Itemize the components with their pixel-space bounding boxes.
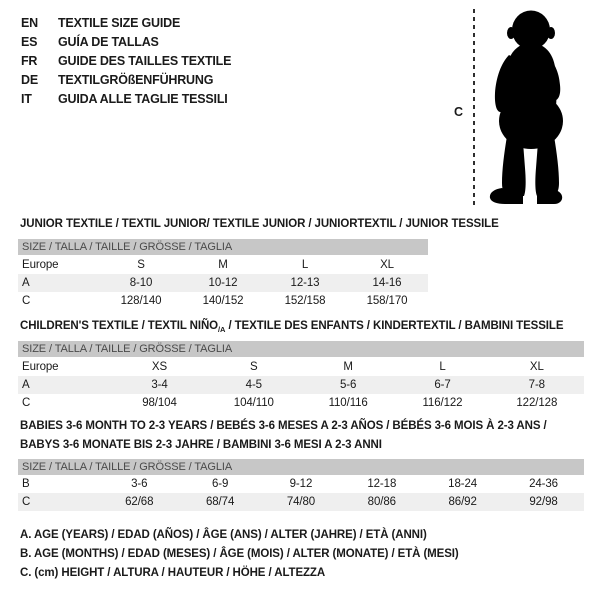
size-header-row: SIZE / TALLA / TAILLE / GRÖSSE / TAGLIA [18,459,584,475]
row-label-cell: C [18,493,99,511]
children-size-table: SIZE / TALLA / TAILLE / GRÖSSE / TAGLIA … [18,341,584,412]
region-label-cell: Europe [22,360,59,373]
legend-line-a: A. AGE (YEARS) / EDAD (AÑOS) / ÂGE (ANS)… [20,529,427,541]
value-cell: 92/98 [503,493,584,511]
table-row-c: C 128/140 140/152 152/158 158/170 [18,292,428,310]
value-cell: 3-4 [112,376,207,394]
language-code: DE [21,72,38,87]
table-row-c: C 98/104 104/110 110/116 116/122 122/128 [18,394,584,412]
value-cell: 6-9 [211,478,229,490]
language-code: FR [21,53,38,68]
value-cell: 4-5 [206,376,301,394]
children-title-subscript: /A [218,325,226,334]
language-label: GUÍA DE TALLAS [58,34,159,49]
language-label: GUIDA ALLE TAGLIE TESSILI [58,91,228,106]
language-row-fr: FR GUIDE DES TAILLES TEXTILE [21,51,231,70]
value-cell: 12-18 [367,478,397,490]
value-cell: 14-16 [346,274,428,292]
value-cell: 62/68 [98,493,180,511]
language-row-en: EN TEXTILE SIZE GUIDE [21,13,231,32]
value-cell: 18-24 [448,478,478,490]
language-row-de: DE TEXTILGRÖßENFÜHRUNG [21,70,231,89]
value-cell: 110/116 [328,397,368,409]
row-label-cell: C [22,397,31,409]
value-cell: 12-13 [264,274,346,292]
value-cell: 5-6 [300,376,396,394]
size-header-cell: SIZE / TALLA / TAILLE / GRÖSSE / TAGLIA [18,341,584,357]
column-header-cell: M [343,360,353,373]
babies-title-line1: BABIES 3-6 MONTH TO 2-3 YEARS / BEBÉS 3-… [20,420,547,432]
region-label-cell: Europe [22,258,59,271]
size-header-cell: SIZE / TALLA / TAILLE / GRÖSSE / TAGLIA [18,239,428,255]
children-table-title: CHILDREN'S TEXTILE / TEXTIL NIÑO/A / TEX… [20,317,563,339]
value-cell: 104/110 [233,397,274,409]
value-cell: 86/92 [422,493,504,511]
toddler-silhouette-image [489,10,563,204]
table-row-a: A 3-4 4-5 5-6 6-7 7-8 [18,376,584,394]
size-header-row: SIZE / TALLA / TAILLE / GRÖSSE / TAGLIA [18,239,428,255]
language-label: TEXTILGRÖßENFÜHRUNG [58,72,214,87]
column-header-row: Europe XS S M L XL [18,357,584,376]
legend-line-b: B. AGE (MONTHS) / EDAD (MESES) / ÂGE (MO… [20,548,459,560]
row-label-cell: B [22,478,30,490]
column-header-cell: L [439,360,446,373]
size-header-cell: SIZE / TALLA / TAILLE / GRÖSSE / TAGLIA [18,459,584,475]
children-title-post: / TEXTILE DES ENFANTS / KINDERTEXTIL / B… [225,320,564,332]
language-list: EN TEXTILE SIZE GUIDE ES GUÍA DE TALLAS … [21,13,231,108]
babies-table-title: BABIES 3-6 MONTH TO 2-3 YEARS / BEBÉS 3-… [20,417,547,455]
value-cell: 128/140 [120,295,162,307]
language-label: TEXTILE SIZE GUIDE [58,15,181,30]
column-header-cell: S [250,360,258,373]
table-row-c: C 62/68 68/74 74/80 80/86 86/92 92/98 [18,493,584,511]
value-cell: 68/74 [179,493,261,511]
column-header-row: Europe S M L XL [18,255,428,274]
row-label-cell: A [18,274,100,292]
children-title-pre: CHILDREN'S TEXTILE / TEXTIL NIÑO [20,320,219,332]
table-row-a: A 8-10 10-12 12-13 14-16 [18,274,428,292]
language-label: GUIDE DES TAILLES TEXTILE [58,53,232,68]
value-cell: 74/80 [260,493,342,511]
table-row-b: B 3-6 6-9 9-12 12-18 18-24 24-36 [18,475,584,493]
value-cell: 98/104 [142,397,177,409]
language-code: IT [21,91,32,106]
babies-title-line2: BABYS 3-6 MONATE BIS 2-3 JAHRE / BAMBINI… [20,439,382,451]
legend-line-c: C. (cm) HEIGHT / ALTURA / HAUTEUR / HÖHE… [20,567,326,579]
size-header-row: SIZE / TALLA / TAILLE / GRÖSSE / TAGLIA [18,341,584,357]
column-header-cell: XL [529,360,544,373]
value-cell: 116/122 [422,397,463,409]
language-row-es: ES GUÍA DE TALLAS [21,32,231,51]
value-cell: 158/170 [366,295,408,307]
value-cell: 24-36 [529,478,558,490]
value-cell: 80/86 [341,493,423,511]
value-cell: 9-12 [289,478,313,490]
junior-size-table: SIZE / TALLA / TAILLE / GRÖSSE / TAGLIA … [18,239,428,310]
column-header-cell: XL [380,258,394,271]
column-header-cell: L [301,258,309,271]
value-cell: 140/152 [202,295,244,307]
babies-size-table: SIZE / TALLA / TAILLE / GRÖSSE / TAGLIA … [18,459,584,511]
value-cell: 10-12 [182,274,264,292]
height-measure-dashed-line [473,9,475,207]
value-cell: 122/128 [516,397,558,409]
column-header-cell: S [137,258,145,271]
language-row-it: IT GUIDA ALLE TAGLIE TESSILI [21,89,231,108]
value-cell: 6-7 [395,376,490,394]
value-cell: 7-8 [489,376,584,394]
column-header-cell: XS [151,360,168,373]
value-cell: 8-10 [100,274,182,292]
row-label-cell: A [18,376,113,394]
language-code: EN [21,15,38,30]
height-measure-label: C [454,105,464,119]
row-label-cell: C [22,295,31,307]
value-cell: 3-6 [131,478,148,490]
junior-table-title: JUNIOR TEXTILE / TEXTIL JUNIOR/ TEXTILE … [20,218,499,230]
value-cell: 152/158 [284,295,326,307]
measurement-legend: A. AGE (YEARS) / EDAD (AÑOS) / ÂGE (ANS)… [20,526,459,583]
column-header-cell: M [218,258,228,271]
language-code: ES [21,34,38,49]
